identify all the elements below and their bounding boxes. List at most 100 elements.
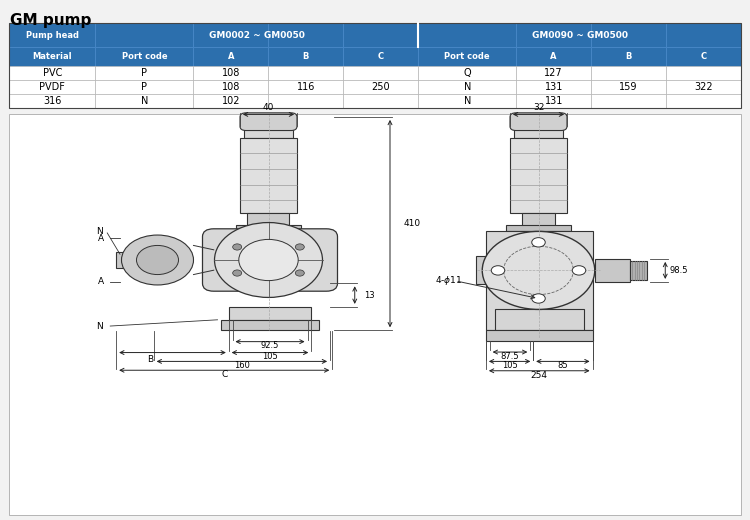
- Text: Pump head: Pump head: [26, 31, 79, 40]
- Text: P: P: [142, 82, 148, 92]
- Text: C: C: [221, 370, 227, 379]
- Text: 254: 254: [531, 371, 548, 380]
- Bar: [221, 320, 319, 330]
- Bar: [236, 225, 301, 231]
- Text: A: A: [550, 52, 557, 61]
- Text: Q: Q: [464, 68, 471, 78]
- Bar: [666, 80, 741, 94]
- Circle shape: [214, 223, 322, 297]
- Bar: [591, 94, 666, 108]
- FancyBboxPatch shape: [510, 113, 567, 131]
- Bar: [229, 307, 311, 320]
- FancyBboxPatch shape: [240, 113, 297, 131]
- Bar: [510, 138, 567, 213]
- Bar: [419, 23, 516, 47]
- Text: 105: 105: [502, 361, 518, 370]
- Circle shape: [136, 245, 178, 275]
- Bar: [268, 66, 344, 80]
- Text: 13: 13: [364, 291, 374, 300]
- Bar: [95, 23, 194, 47]
- Bar: [344, 66, 418, 80]
- Text: 131: 131: [544, 82, 562, 92]
- Bar: [630, 261, 646, 280]
- Bar: [506, 225, 571, 231]
- Text: GM pump: GM pump: [10, 13, 92, 28]
- Bar: [476, 256, 486, 284]
- Bar: [9, 94, 95, 108]
- Circle shape: [122, 235, 194, 285]
- Text: Port code: Port code: [122, 52, 167, 61]
- Bar: [9, 23, 95, 47]
- Bar: [9, 23, 741, 108]
- Text: C: C: [378, 52, 384, 61]
- Bar: [116, 252, 158, 268]
- Bar: [516, 94, 591, 108]
- Bar: [9, 66, 95, 80]
- Circle shape: [572, 266, 586, 275]
- Bar: [486, 231, 592, 330]
- Text: P: P: [142, 68, 148, 78]
- Text: Material: Material: [32, 52, 72, 61]
- Bar: [194, 94, 268, 108]
- Bar: [268, 23, 344, 47]
- Bar: [516, 23, 591, 47]
- Bar: [419, 66, 516, 80]
- Text: C: C: [700, 52, 706, 61]
- Circle shape: [238, 239, 298, 281]
- Bar: [666, 47, 741, 66]
- Bar: [516, 66, 591, 80]
- Bar: [268, 47, 344, 66]
- Bar: [591, 80, 666, 94]
- Circle shape: [482, 231, 595, 309]
- Text: 85: 85: [557, 361, 568, 370]
- Circle shape: [296, 244, 304, 250]
- Bar: [516, 47, 591, 66]
- Bar: [95, 94, 194, 108]
- Bar: [344, 80, 418, 94]
- Text: 160: 160: [234, 361, 250, 370]
- Text: N: N: [141, 96, 148, 106]
- Text: GM0090 ~ GM0500: GM0090 ~ GM0500: [532, 31, 628, 40]
- Text: B: B: [626, 52, 632, 61]
- Circle shape: [232, 270, 242, 276]
- Text: N: N: [96, 227, 103, 236]
- Text: 98.5: 98.5: [670, 266, 688, 275]
- Bar: [268, 80, 344, 94]
- Text: 159: 159: [620, 82, 638, 92]
- Bar: [194, 80, 268, 94]
- Text: B: B: [147, 355, 153, 365]
- Text: 316: 316: [43, 96, 62, 106]
- Text: 127: 127: [544, 68, 563, 78]
- Bar: [344, 94, 418, 108]
- Text: N: N: [464, 82, 471, 92]
- Bar: [595, 259, 630, 282]
- Bar: [666, 23, 741, 47]
- Text: 108: 108: [222, 68, 240, 78]
- Bar: [344, 47, 418, 66]
- Bar: [95, 66, 194, 80]
- Bar: [194, 66, 268, 80]
- Circle shape: [296, 270, 304, 276]
- Bar: [419, 80, 516, 94]
- Bar: [591, 47, 666, 66]
- Bar: [244, 126, 293, 138]
- Text: 105: 105: [262, 352, 278, 361]
- Text: 87.5: 87.5: [501, 352, 519, 361]
- Text: 131: 131: [544, 96, 562, 106]
- Circle shape: [232, 244, 242, 250]
- Bar: [9, 80, 95, 94]
- Text: 32: 32: [532, 103, 544, 112]
- Bar: [194, 47, 268, 66]
- Bar: [248, 213, 290, 226]
- Bar: [344, 23, 418, 47]
- Circle shape: [491, 266, 505, 275]
- Text: 40: 40: [262, 103, 274, 112]
- FancyBboxPatch shape: [202, 229, 338, 291]
- Bar: [95, 80, 194, 94]
- Text: A: A: [98, 277, 104, 287]
- Bar: [9, 47, 95, 66]
- Text: 108: 108: [222, 82, 240, 92]
- Text: PVDF: PVDF: [39, 82, 65, 92]
- Bar: [522, 213, 555, 226]
- Text: PVC: PVC: [43, 68, 62, 78]
